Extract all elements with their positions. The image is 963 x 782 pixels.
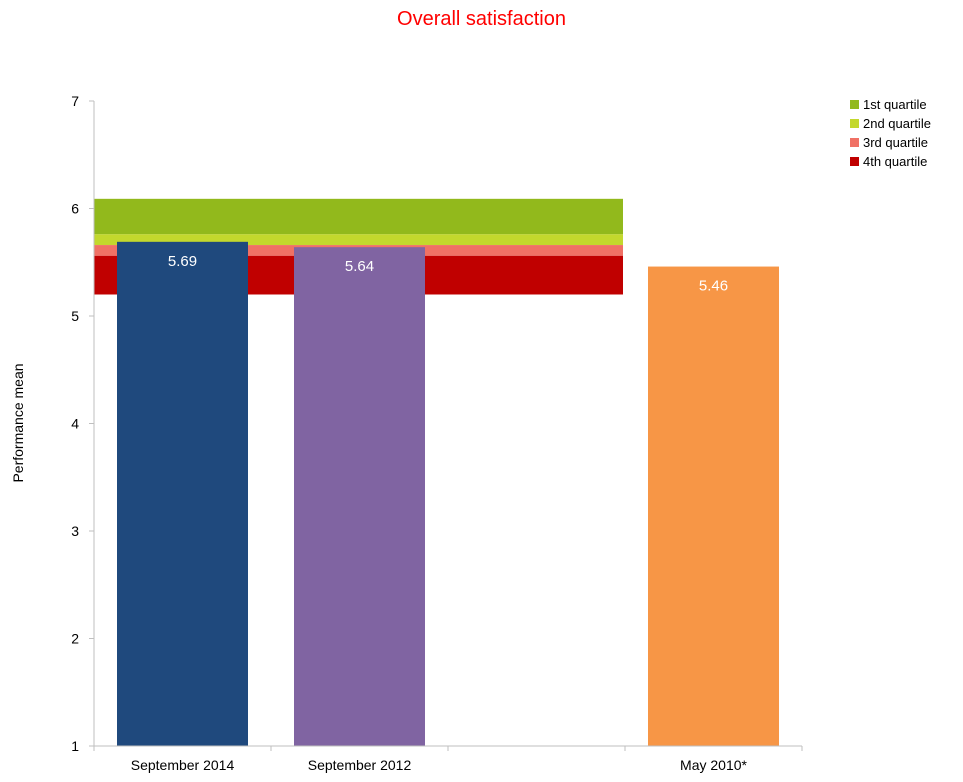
y-tick-label-3: 3: [71, 523, 79, 539]
data-label-1: 5.69: [168, 253, 197, 270]
chart-title: Overall satisfaction: [397, 8, 566, 30]
legend-swatch-4: [850, 157, 859, 166]
legend-swatch-2: [850, 119, 859, 128]
y-tick-label-2: 2: [71, 631, 79, 647]
data-label-2: 5.64: [345, 258, 374, 275]
y-axis-title: Performance mean: [10, 363, 26, 482]
legend-label-4: 4th quartile: [863, 154, 927, 169]
legend-label-3: 3rd quartile: [863, 135, 928, 150]
x-tick-label-2: September 2012: [308, 757, 412, 773]
bar-2: [294, 247, 425, 746]
y-tick-label-6: 6: [71, 201, 79, 217]
bar-1: [117, 241, 248, 746]
legend-label-2: 2nd quartile: [863, 116, 931, 131]
x-tick-label-1: September 2014: [131, 757, 235, 773]
y-tick-label-7: 7: [71, 93, 79, 109]
y-tick-label-1: 1: [71, 738, 79, 754]
legend-swatch-3: [850, 138, 859, 147]
legend-label-1: 1st quartile: [863, 97, 927, 112]
quartile-band-2: [94, 234, 623, 246]
y-tick-label-5: 5: [71, 308, 79, 324]
legend-swatch-1: [850, 100, 859, 109]
data-label-4: 5.46: [699, 278, 728, 295]
x-tick-label-4: May 2010*: [680, 757, 747, 773]
quartile-band-1: [94, 198, 623, 235]
y-tick-label-4: 4: [71, 416, 79, 432]
bar-4: [648, 266, 779, 746]
